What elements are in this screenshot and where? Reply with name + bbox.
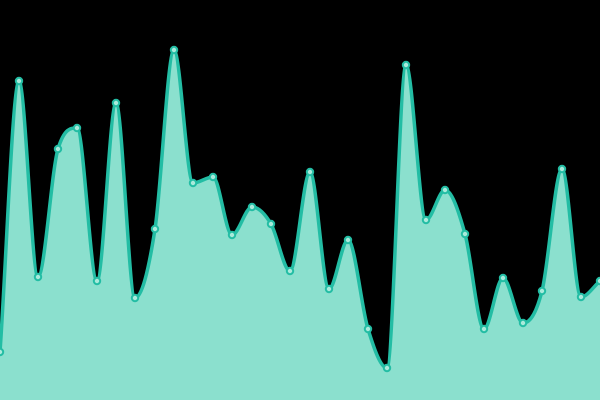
data-point-marker <box>53 144 63 154</box>
data-point-marker <box>324 284 334 294</box>
data-point-marker <box>33 272 43 282</box>
data-point-marker <box>208 172 218 182</box>
data-point-marker <box>14 76 24 86</box>
data-point-marker <box>150 224 160 234</box>
data-point-marker <box>227 230 237 240</box>
data-point-marker <box>188 178 198 188</box>
data-point-marker <box>401 60 411 70</box>
data-point-marker <box>498 273 508 283</box>
data-point-marker <box>130 293 140 303</box>
trend-line-path <box>0 48 600 370</box>
data-point-marker <box>557 164 567 174</box>
data-point-marker <box>479 324 489 334</box>
data-point-marker <box>92 276 102 286</box>
data-point-marker <box>247 202 257 212</box>
data-point-marker <box>363 324 373 334</box>
data-point-marker <box>111 98 121 108</box>
data-point-marker <box>0 347 5 357</box>
data-point-marker <box>72 123 82 133</box>
data-point-marker <box>169 45 179 55</box>
data-point-marker <box>440 185 450 195</box>
data-point-marker <box>421 215 431 225</box>
data-point-marker <box>460 229 470 239</box>
data-point-marker <box>266 219 276 229</box>
data-point-marker <box>518 318 528 328</box>
data-point-markers <box>0 45 600 373</box>
data-point-marker <box>576 292 586 302</box>
data-point-marker <box>537 286 547 296</box>
data-point-marker <box>343 235 353 245</box>
data-point-marker <box>305 167 315 177</box>
data-point-marker <box>382 363 392 373</box>
data-point-marker <box>285 266 295 276</box>
